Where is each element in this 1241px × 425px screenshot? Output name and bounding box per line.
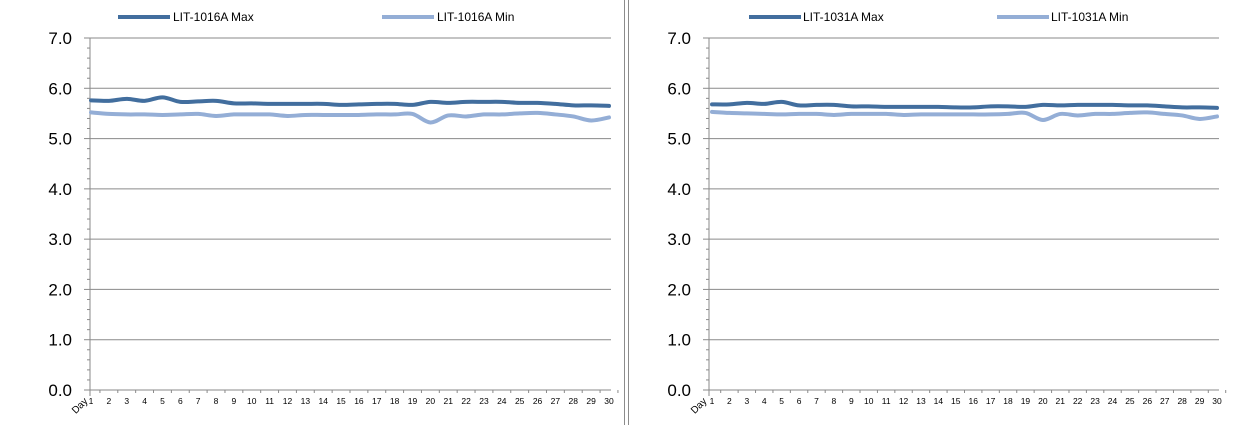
x-tick-label: 4 — [762, 396, 767, 406]
x-tick-label: 1 — [89, 396, 94, 406]
y-tick-label: 7.0 — [48, 29, 72, 48]
legend-label: LIT-1016A Min — [437, 10, 514, 24]
x-tick-label: 20 — [426, 396, 436, 406]
x-tick-label: 21 — [444, 396, 454, 406]
x-tick-label: 19 — [408, 396, 418, 406]
x-tick-label: 12 — [283, 396, 293, 406]
x-axis-label: Day — [689, 396, 709, 416]
x-tick-label: 2 — [106, 396, 111, 406]
y-tick-label: 0.0 — [667, 381, 691, 400]
y-tick-label: 5.0 — [667, 130, 691, 149]
x-tick-label: 11 — [882, 396, 891, 406]
x-tick-label: 18 — [390, 396, 400, 406]
series-line-min — [710, 109, 1219, 122]
x-tick-label: 30 — [604, 396, 614, 406]
x-tick-label: 25 — [1125, 396, 1135, 406]
y-tick-label: 3.0 — [48, 230, 72, 249]
y-tick-label: 4.0 — [667, 180, 691, 199]
series-line-max — [89, 95, 611, 108]
x-tick-label: 5 — [779, 396, 784, 406]
x-tick-label: 20 — [1038, 396, 1048, 406]
x-tick-label: 21 — [1056, 396, 1066, 406]
y-tick-label: 2.0 — [667, 280, 691, 299]
x-tick-label: 10 — [247, 396, 257, 406]
x-tick-label: 17 — [986, 396, 996, 406]
x-tick-label: 13 — [916, 396, 926, 406]
x-tick-label: 19 — [1021, 396, 1031, 406]
series-line-max — [710, 99, 1219, 110]
line-chart-lit-1016a: 0.01.02.03.04.05.06.07.01 2 3 4 5 6 7 8 9 10 11 12 1… — [48, 10, 619, 416]
x-tick-label: 15 — [951, 396, 961, 406]
x-axis-label: Day — [70, 396, 90, 416]
x-tick-label: 12 — [899, 396, 909, 406]
x-tick-label: 27 — [1160, 396, 1170, 406]
y-tick-label: 4.0 — [48, 180, 72, 199]
x-tick-label: 3 — [124, 396, 129, 406]
x-tick-label: 7 — [814, 396, 819, 406]
y-tick-label: 5.0 — [48, 130, 72, 149]
chart-panel-lit-1031a: 0.0 1.0 2.0 3.0 4.0 5.0 6.0 7.0 1 2 3 4 5 6 7 8 9 10 11 12 1… — [628, 0, 1241, 425]
x-tick-label: 15 — [336, 396, 346, 406]
x-tick-label: 27 — [551, 396, 561, 406]
x-tick-label: 6 — [178, 396, 183, 406]
x-tick-label: 29 — [1195, 396, 1205, 406]
x-tick-label: 28 — [569, 396, 579, 406]
x-tick-label: 24 — [1108, 396, 1118, 406]
x-tick-label: 14 — [318, 396, 328, 406]
line-chart-lit-1031a: 0.01.02.03.04.05.06.07.01 2 3 4 5 6 7 8 9 10 11 12 1… — [667, 10, 1227, 416]
y-tick-label: 6.0 — [667, 79, 691, 98]
series-line-min — [89, 110, 611, 125]
x-tick-label: 8 — [832, 396, 837, 406]
chart-panel-lit-1016a: 0.0 1.0 2.0 3.0 4.0 5.0 6.0 7.0 1 2 3 4 5 6 7 8 9 10 11 12 1… — [48, 0, 625, 425]
x-tick-label: 18 — [1003, 396, 1013, 406]
x-tick-label: 8 — [214, 396, 219, 406]
x-tick-label: 1 — [710, 396, 715, 406]
x-tick-label: 11 — [265, 396, 274, 406]
x-tick-label: 9 — [232, 396, 237, 406]
y-tick-label: 3.0 — [667, 230, 691, 249]
y-tick-label: 6.0 — [48, 79, 72, 98]
x-tick-label: 16 — [354, 396, 364, 406]
x-tick-label: 23 — [1090, 396, 1100, 406]
x-tick-label: 6 — [797, 396, 802, 406]
x-tick-label: 14 — [934, 396, 944, 406]
x-tick-label: 25 — [515, 396, 525, 406]
x-tick-label: 5 — [160, 396, 165, 406]
legend-label: LIT-1031A Max — [803, 10, 884, 24]
y-tick-label: 0.0 — [48, 381, 72, 400]
x-tick-label: 26 — [1143, 396, 1153, 406]
x-tick-label: 13 — [301, 396, 311, 406]
legend-label: LIT-1016A Max — [173, 10, 254, 24]
x-tick-label: 17 — [372, 396, 382, 406]
x-tick-label: 9 — [849, 396, 854, 406]
x-tick-label: 7 — [196, 396, 201, 406]
x-tick-label: 4 — [142, 396, 147, 406]
x-tick-label: 26 — [533, 396, 543, 406]
x-tick-label: 2 — [727, 396, 732, 406]
y-tick-label: 1.0 — [667, 331, 691, 350]
y-tick-label: 7.0 — [667, 29, 691, 48]
y-tick-label: 1.0 — [48, 331, 72, 350]
x-tick-label: 23 — [479, 396, 489, 406]
x-tick-label: 22 — [461, 396, 471, 406]
x-tick-label: 29 — [586, 396, 596, 406]
x-tick-label: 28 — [1177, 396, 1187, 406]
y-tick-label: 2.0 — [48, 280, 72, 299]
x-tick-label: 16 — [968, 396, 978, 406]
x-tick-label: 3 — [744, 396, 749, 406]
x-tick-label: 30 — [1212, 396, 1222, 406]
legend-label: LIT-1031A Min — [1051, 10, 1128, 24]
x-tick-label: 10 — [864, 396, 874, 406]
x-tick-label: 24 — [497, 396, 507, 406]
x-tick-label: 22 — [1073, 396, 1083, 406]
